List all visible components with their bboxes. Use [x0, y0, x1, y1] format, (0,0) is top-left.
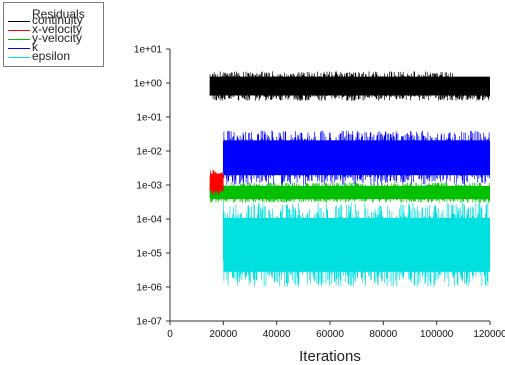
legend-title: Residuals — [32, 7, 85, 21]
x-tick-label: 0 — [167, 329, 173, 340]
x-tick-label: 100000 — [420, 329, 454, 340]
band-noise-x-velocity — [209, 169, 224, 196]
x-tick-label: 120000 — [473, 329, 505, 340]
x-tick-label: 40000 — [263, 329, 291, 340]
legend-entry-y-velocity: y-velocity — [6, 31, 102, 45]
y-tick-label: 1e-02 — [136, 147, 162, 158]
legend-swatch-y-velocity — [8, 39, 30, 40]
legend-label-k: k — [32, 40, 38, 54]
x-tick-label: 20000 — [209, 329, 237, 340]
legend-swatch-k — [8, 48, 30, 49]
legend-swatch-x-velocity — [8, 30, 30, 31]
legend-label-x-velocity: x-velocity — [32, 22, 83, 36]
x-axis-ticks: 0 20000 40000 60000 80000 100000 120000 — [167, 321, 505, 340]
band-noise-epsilon — [222, 202, 491, 287]
x-axis-title: Iterations — [299, 348, 361, 365]
legend: Residuals continuity x-velocity y-veloci… — [3, 2, 104, 67]
y-tick-label: 1e-01 — [136, 113, 162, 124]
x-tick-label: 60000 — [316, 329, 344, 340]
y-tick-label: 1e-06 — [136, 283, 162, 294]
y-tick-label: 1e-04 — [136, 215, 162, 226]
x-tick-label: 80000 — [369, 329, 397, 340]
series-k — [222, 130, 491, 185]
y-axis-ticks: 1e-07 1e-06 1e-05 1e-04 1e-03 1e-02 1e-01 1e+00… — [134, 45, 170, 328]
series-x-velocity — [209, 169, 224, 196]
y-tick-label: 1e-03 — [136, 181, 162, 192]
legend-entry-x-velocity: x-velocity — [6, 22, 102, 36]
y-tick-label: 1e+01 — [134, 45, 163, 56]
band-noise-y-velocity — [209, 182, 490, 203]
residual-bands — [209, 71, 491, 287]
y-tick-label: 1e-07 — [136, 317, 162, 328]
legend-label-continuity: continuity — [32, 13, 83, 27]
legend-swatch-epsilon — [8, 57, 30, 58]
legend-entry-k: k — [6, 40, 102, 54]
series-epsilon — [222, 202, 491, 287]
y-tick-label: 1e-05 — [136, 249, 162, 260]
legend-entry-epsilon: epsilon — [6, 49, 102, 63]
legend-label-epsilon: epsilon — [32, 49, 71, 63]
legend-label-y-velocity: y-velocity — [32, 31, 83, 45]
series-y-velocity — [209, 182, 490, 203]
band-noise-k — [222, 130, 491, 185]
series-continuity — [209, 71, 490, 101]
y-tick-label: 1e+00 — [134, 79, 163, 90]
legend-swatch-continuity — [8, 21, 30, 22]
legend-entry-continuity: continuity — [6, 13, 102, 27]
band-noise-continuity — [209, 71, 490, 101]
